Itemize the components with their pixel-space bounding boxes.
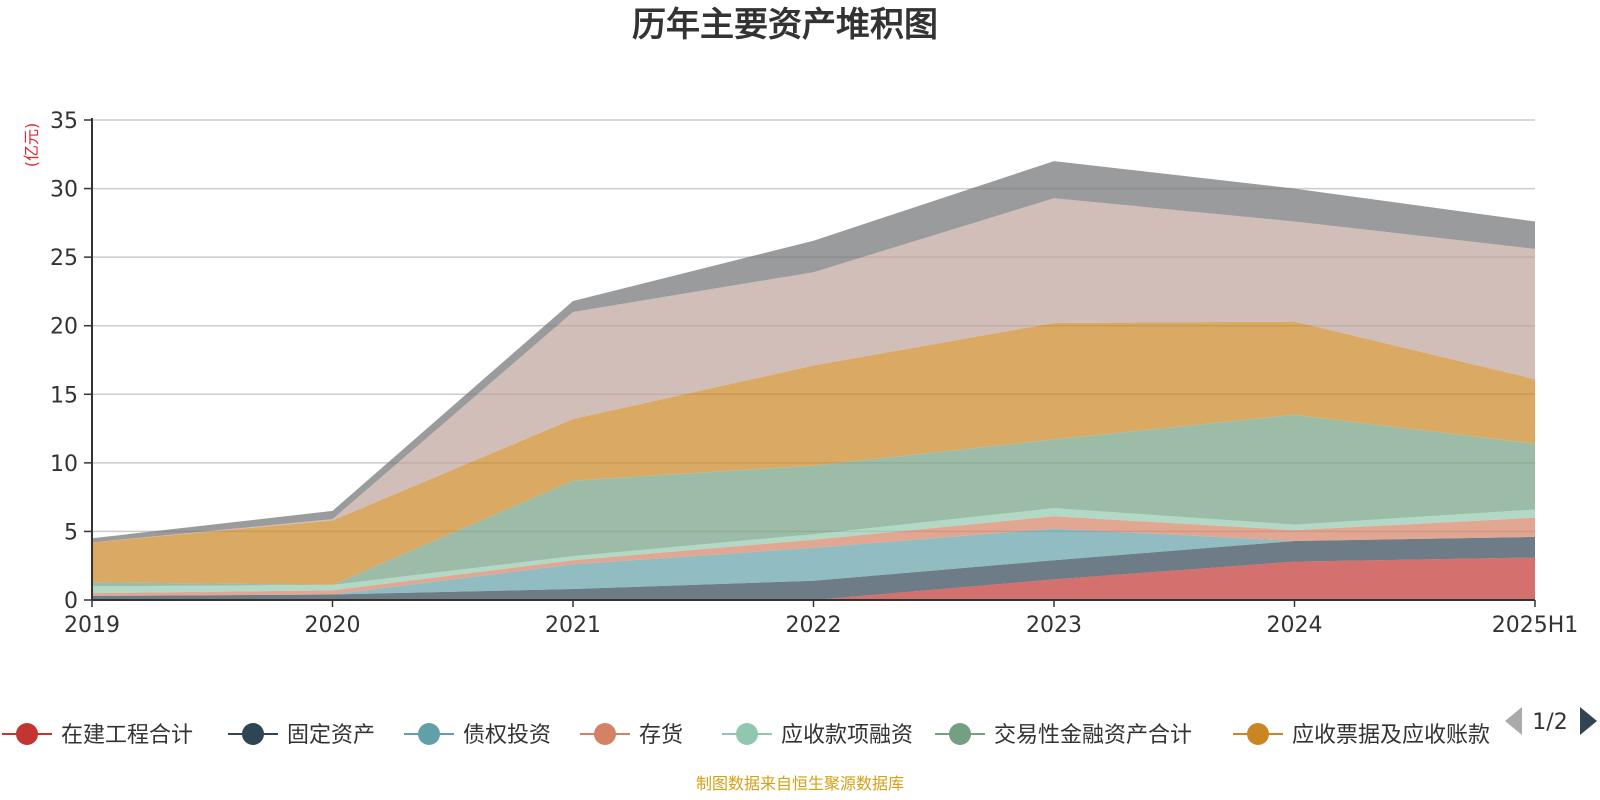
x-tick-label: 2019 [64,613,120,638]
legend-circle-icon [736,723,758,745]
area-series-7 [92,198,1535,543]
legend-circle-icon [949,723,971,745]
legend-item[interactable]: 债权投资 [404,723,551,748]
area-series-2 [92,528,1535,596]
legend-item[interactable]: 交易性金融资产合计 [935,723,1192,748]
area-series [92,161,1535,600]
area-series-6 [92,321,1535,585]
x-tick-label: 2020 [305,613,361,638]
x-axis-ticks: 2019 2020 2021 2022 2023 2024 2025H1 [64,600,1578,638]
legend-item[interactable]: 应收款项融资 [722,723,913,748]
legend-circle-icon [242,723,264,745]
legend-page-indicator: 1/2 [1532,710,1567,735]
y-tick-label: 35 [50,109,78,134]
y-tick-label: 10 [50,452,78,477]
legend-circle-icon [418,723,440,745]
legend-label: 固定资产 [287,723,375,748]
legend-circle-icon [594,723,616,745]
y-tick-label: 25 [50,246,78,271]
area-series-5 [92,414,1535,587]
legend-label: 存货 [639,723,683,748]
y-tick-label: 15 [50,383,78,408]
legend-item[interactable]: 应收票据及应收账款 [1233,723,1490,748]
legend-label: 在建工程合计 [61,723,193,748]
area-series-3 [92,516,1535,596]
y-tick-label: 30 [50,178,78,203]
legend: 在建工程合计 固定资产 债权投资 存货 应收款项融资 交易性金融资产合计 应收票据及应收账款 [2,723,1490,748]
legend-item[interactable]: 在建工程合计 [2,723,193,748]
x-tick-label: 2024 [1267,613,1323,638]
legend-item[interactable]: 存货 [580,723,683,748]
legend-prev-page-icon[interactable] [1505,707,1522,735]
legend-label: 债权投资 [463,723,551,748]
area-series-1 [92,536,1535,600]
x-tick-label: 2025H1 [1492,613,1579,638]
legend-item[interactable]: 固定资产 [228,723,375,748]
data-source-note: 制图数据来自恒生聚源数据库 [696,774,904,793]
legend-pager: 1/2 [1505,707,1597,735]
y-axis-unit-label: (亿元) [22,123,41,168]
x-tick-label: 2021 [545,613,601,638]
y-tick-label: 5 [64,520,78,545]
legend-label: 应收款项融资 [781,723,913,748]
x-tick-label: 2022 [786,613,842,638]
y-tick-label: 20 [50,315,78,340]
legend-label: 交易性金融资产合计 [994,723,1192,748]
chart-title: 历年主要资产堆积图 [632,5,938,45]
x-tick-label: 2023 [1026,613,1082,638]
legend-circle-icon [1247,723,1269,745]
legend-circle-icon [16,723,38,745]
legend-next-page-icon[interactable] [1580,707,1597,735]
y-axis-ticks: 0 5 10 15 20 25 30 35 [50,109,92,614]
y-tick-label: 0 [64,589,78,614]
area-series-0 [92,557,1535,600]
area-series-4 [92,508,1535,594]
legend-label: 应收票据及应收账款 [1292,723,1490,748]
